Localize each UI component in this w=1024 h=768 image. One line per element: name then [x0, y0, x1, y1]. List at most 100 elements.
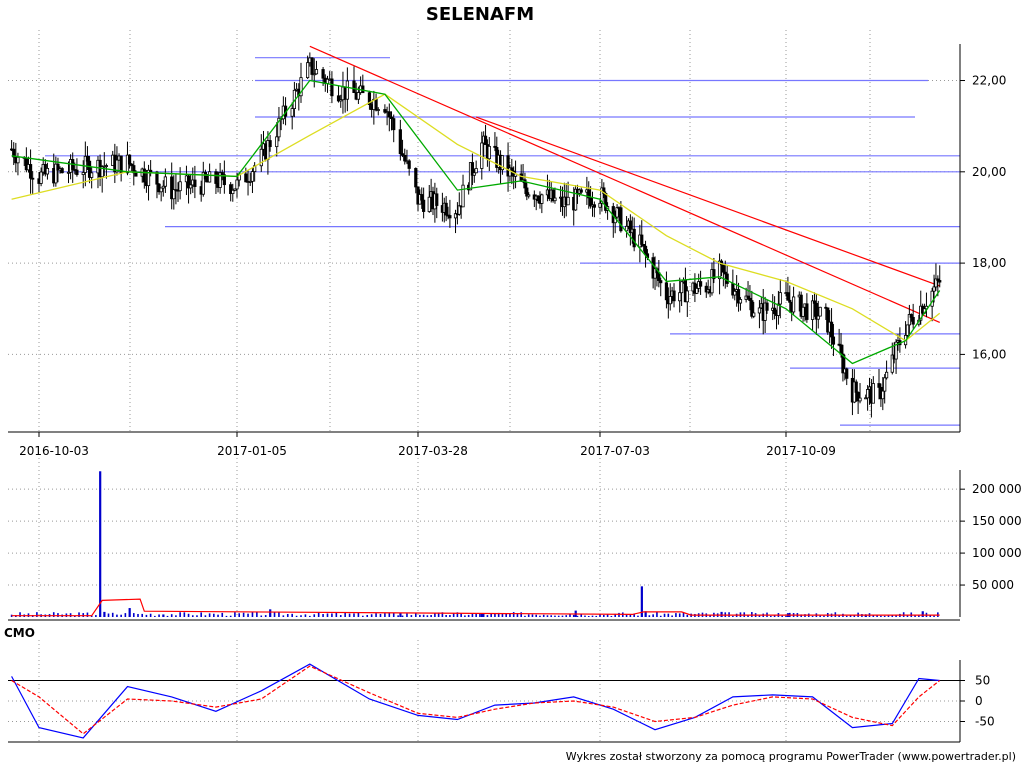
volume-bar	[921, 611, 924, 617]
volume-bar-small	[392, 612, 395, 617]
price-bar-body	[367, 92, 372, 105]
volume-bar-small	[375, 613, 377, 617]
volume-bar-small	[883, 615, 886, 617]
volume-bar-small	[191, 615, 194, 617]
volume-bar-small	[539, 615, 541, 617]
volume-bar	[644, 611, 647, 617]
volume-bar-small	[187, 613, 190, 617]
volume-bar-small	[467, 614, 470, 617]
volume-bar-small	[781, 615, 784, 617]
volume-bar-small	[591, 615, 594, 617]
price-bar-body	[659, 280, 663, 284]
price-bar-body	[881, 390, 885, 400]
volume-bar-small	[273, 612, 276, 617]
volume-bar-small	[256, 612, 258, 617]
volume-bar-small	[512, 612, 515, 617]
volume-bar-small	[671, 615, 673, 617]
volume-bar-small	[494, 613, 496, 617]
volume-bar-small	[501, 613, 504, 617]
volume-bar-small	[479, 613, 481, 617]
volume-bar-small	[618, 612, 620, 617]
volume-bar-small	[36, 612, 38, 617]
volume-bar-small	[322, 614, 324, 617]
price-bar-body	[233, 188, 237, 191]
price-bar-body	[653, 268, 657, 279]
volume-bar-small	[838, 615, 840, 617]
price-bar-body	[12, 148, 16, 158]
price-bar-body	[864, 397, 868, 400]
price-bar-body	[911, 316, 915, 325]
price-y-tick-label: 22,00	[972, 74, 1006, 88]
price-bar-body	[765, 302, 769, 311]
volume-bar-small	[747, 615, 749, 617]
price-bar-body	[201, 171, 205, 195]
volume-bar-small	[876, 615, 878, 617]
price-bar-body	[299, 77, 303, 97]
volume-bar-small	[456, 612, 459, 617]
price-bar-body	[161, 185, 165, 189]
volume-bar-small	[849, 615, 852, 617]
price-bar-body	[685, 290, 689, 303]
price-bar-body	[56, 163, 60, 171]
price-bar-body	[321, 69, 325, 79]
volume-bar-small	[576, 615, 579, 617]
volume-bar-small	[914, 614, 916, 617]
price-bar-body	[592, 204, 596, 208]
volume-bar-small	[464, 615, 466, 617]
trendline	[309, 45, 940, 323]
price-bar-body	[598, 202, 602, 208]
volume-bar-small	[384, 613, 386, 617]
price-bar-body	[39, 171, 43, 184]
volume-bar-small	[116, 614, 118, 617]
price-bar-body	[589, 197, 593, 207]
price-bar-body	[222, 174, 226, 186]
price-bar-body	[841, 353, 845, 374]
volume-bar-small	[602, 614, 605, 617]
volume-bar-small	[452, 612, 455, 617]
price-bar-body	[884, 371, 889, 379]
volume-bar-small	[758, 615, 761, 617]
volume-bar-small	[823, 615, 825, 617]
price-bar-body	[60, 168, 64, 174]
volume-bar-small	[107, 613, 110, 617]
price-bar-body	[778, 292, 782, 305]
volume-y-tick-label: 100 000	[972, 546, 1022, 560]
volume-bar-small	[86, 612, 89, 617]
price-bar-body	[448, 215, 452, 219]
volume-bar-small	[120, 614, 122, 617]
volume-bar-small	[572, 614, 575, 617]
price-bar-body	[746, 295, 750, 299]
price-bar-body	[814, 302, 818, 320]
volume-bar-small	[819, 615, 821, 617]
price-bar-body	[733, 290, 737, 296]
volume-bar-small	[770, 615, 772, 617]
volume-bar-small	[422, 614, 425, 617]
price-bar-body	[678, 292, 682, 302]
volume-bar-small	[282, 615, 285, 617]
price-bar-body	[695, 287, 699, 294]
volume-bar-small	[535, 614, 538, 617]
price-bar-body	[461, 184, 465, 208]
volume-bar-small	[414, 613, 417, 617]
volume-bar-small	[678, 613, 681, 617]
price-bar-body	[748, 297, 752, 302]
volume-bar-small	[300, 615, 302, 617]
price-bar-body	[483, 135, 488, 145]
volume-bar-small	[595, 615, 598, 617]
price-bar-body	[90, 172, 94, 178]
price-bar-body	[290, 108, 294, 117]
volume-bar-small	[357, 612, 360, 617]
price-bar-body	[487, 145, 491, 160]
price-bar-body	[85, 155, 90, 162]
price-bar-body	[250, 171, 255, 182]
volume-bar	[720, 611, 723, 617]
price-bar-body	[186, 175, 191, 189]
price-bar-body	[259, 148, 263, 167]
volume-bar-small	[445, 615, 447, 617]
price-bar-body	[468, 162, 473, 191]
price-bar-body	[218, 172, 222, 188]
volume-bar-small	[225, 615, 228, 617]
price-bar-body	[566, 196, 570, 206]
volume-bar-small	[419, 614, 421, 617]
volume-bar-small	[264, 615, 267, 617]
